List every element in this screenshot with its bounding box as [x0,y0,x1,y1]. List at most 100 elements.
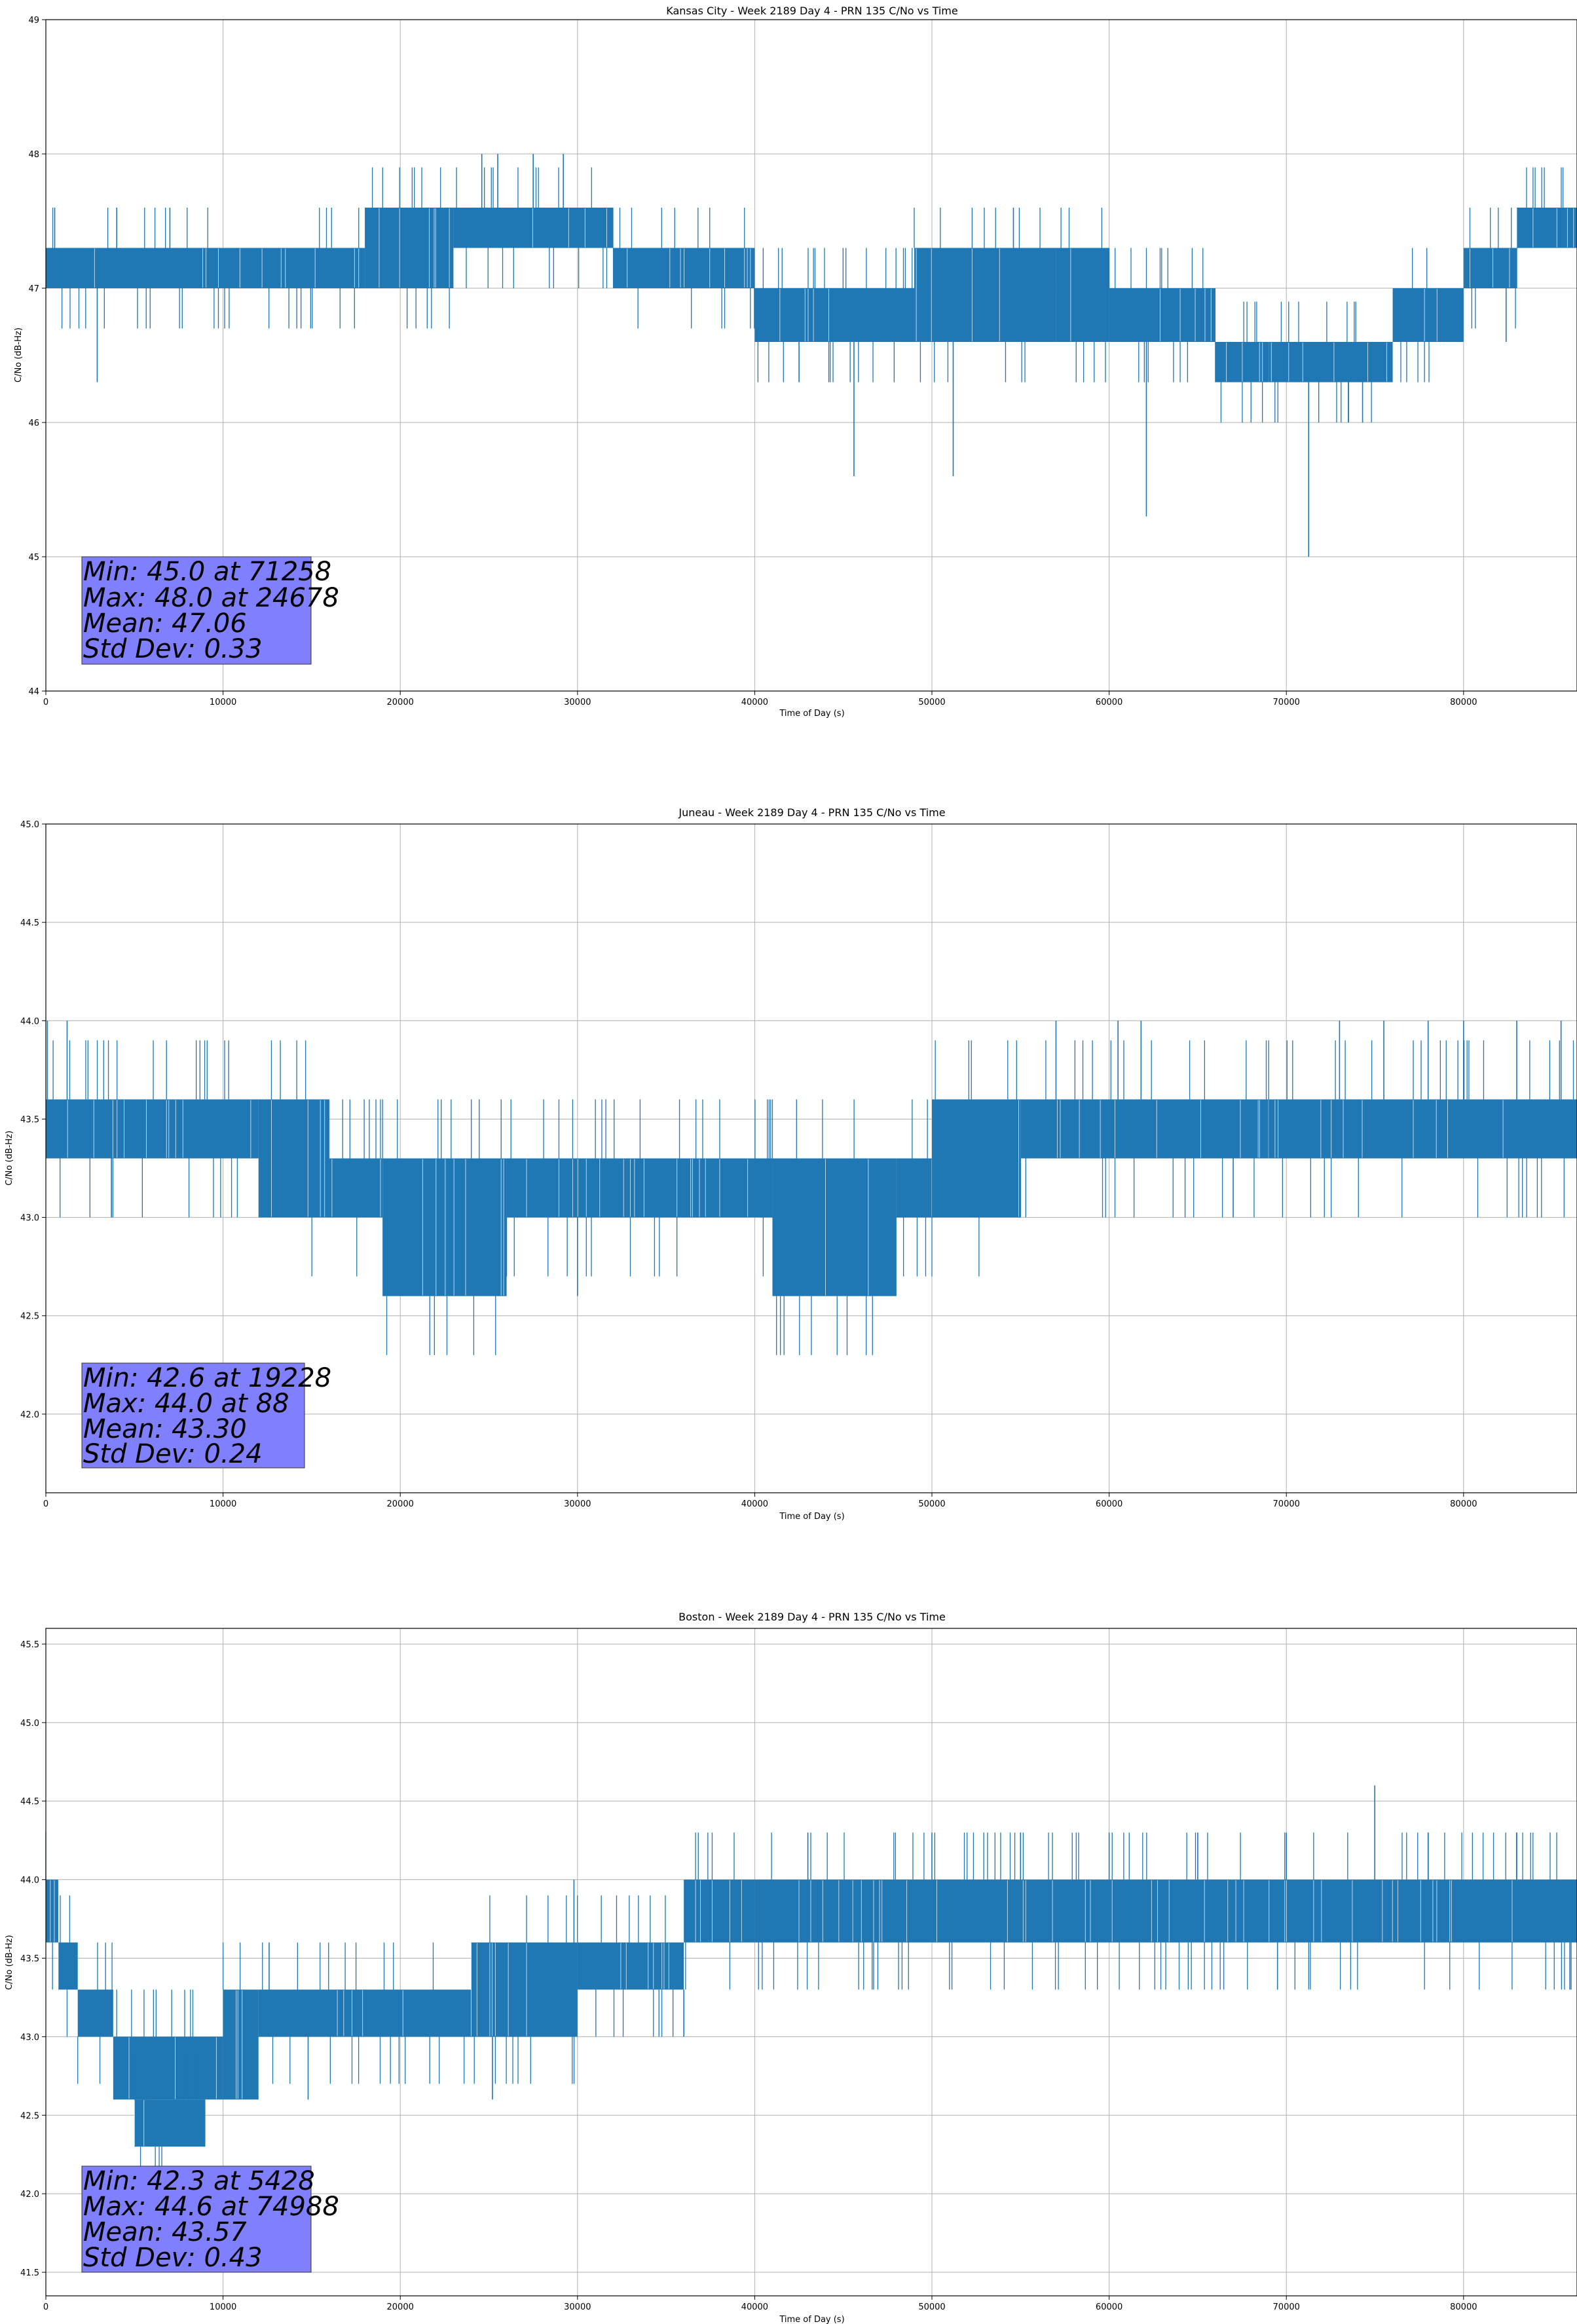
series-band [1269,1099,1577,1159]
y-tick-label: 45.0 [20,1719,39,1729]
x-tick-label: 20000 [387,2302,414,2312]
y-tick-label: 44.0 [20,1017,39,1026]
x-tick-label: 40000 [741,1499,768,1509]
series-band [382,1158,507,1296]
x-tick-label: 40000 [741,698,768,707]
series-band [754,1879,1577,1943]
x-axis-label: Time of Day (s) [779,1512,844,1522]
x-tick-label: 40000 [741,2302,768,2312]
tick-layer: 0 10000 20000 30000 40000 50000 60000 70000 8000… [20,820,1477,1509]
series-band [134,2099,206,2147]
series-band [1463,248,1517,288]
stats-std: Std Dev: 0.24 [83,1439,263,1469]
stats-min: Min: 45.0 at 71258 [83,557,331,587]
stats-std: Std Dev: 0.33 [83,634,263,664]
plot-frame [45,1628,1577,2296]
plot-frame [45,823,1577,1493]
y-tick-label: 42.5 [20,2111,39,2121]
y-tick-label: 49 [28,16,39,26]
x-tick-label: 80000 [1450,2302,1477,2312]
series-band [1269,342,1393,383]
x-tick-label: 0 [43,698,48,707]
x-tick-label: 30000 [564,2302,591,2312]
series-band [58,1942,78,1990]
series-band [932,1099,1021,1218]
chart-juneau: Juneau - Week 2189 Day 4 - PRN 135 C/No … [5,806,1577,1522]
x-tick-label: 70000 [1273,1499,1300,1509]
series-band [896,1158,933,1218]
chart-boston: Boston - Week 2189 Day 4 - PRN 135 C/No … [5,1611,1577,2324]
x-tick-label: 70000 [1273,698,1300,707]
series-band [77,1989,113,2037]
x-tick-label: 60000 [1096,698,1122,707]
x-tick-label: 0 [43,2302,48,2312]
x-tick-label: 20000 [387,698,414,707]
x-tick-label: 10000 [210,1499,236,1509]
x-tick-label: 50000 [918,2302,945,2312]
chart-kansas-city: Kansas City - Week 2189 Day 4 - PRN 135 … [14,5,1577,719]
grid-layer [46,1628,1577,2296]
stats-min: Min: 42.6 at 19228 [83,1363,331,1393]
x-tick-label: 50000 [918,698,945,707]
y-tick-label: 43.0 [20,2033,39,2042]
series-band [329,1158,383,1218]
series-band [684,1879,755,1943]
x-tick-label: 10000 [210,698,236,707]
y-tick-label: 44.5 [20,1797,39,1807]
tick-layer: 0 10000 20000 30000 40000 50000 60000 70000 8000… [28,16,1477,707]
series-band [365,208,454,288]
y-tick-label: 44.5 [20,918,39,928]
stats-min: Min: 42.3 at 5428 [83,2166,315,2196]
series-band [754,288,914,342]
stats-box: Min: 45.0 at 71258 Max: 48.0 at 24678 Me… [81,556,339,665]
series-band [772,1158,897,1296]
series-band [223,1989,259,2100]
stats-box: Min: 42.3 at 5428 Max: 44.6 at 74988 Mea… [81,2165,339,2273]
series-band [1056,248,1109,342]
y-tick-label: 48 [28,150,39,160]
tick-layer: 0 10000 20000 30000 40000 50000 60000 70000 8000… [20,1640,1477,2312]
x-tick-label: 60000 [1096,2302,1122,2312]
series-band [1020,1099,1269,1159]
y-tick-label: 42.0 [20,2190,39,2200]
x-tick-label: 60000 [1096,1499,1122,1509]
y-tick-label: 45.5 [20,1640,39,1650]
x-tick-label: 20000 [387,1499,414,1509]
y-tick-label: 45 [28,553,39,563]
x-tick-label: 0 [43,1499,48,1509]
series-band [506,1158,773,1218]
y-tick-label: 42.5 [20,1312,39,1322]
chart-title: Boston - Week 2189 Day 4 - PRN 135 C/No … [678,1611,946,1623]
series-band [577,1942,684,1990]
y-tick-label: 46 [28,419,39,428]
y-tick-label: 45.0 [20,820,39,830]
series-band [46,1879,58,1943]
x-tick-label: 80000 [1450,1499,1477,1509]
series-band [471,1942,578,2037]
y-tick-label: 42.0 [20,1410,39,1420]
y-tick-label: 41.5 [20,2268,39,2278]
series-band [258,1989,472,2037]
plot-frame [45,19,1577,692]
x-tick-label: 30000 [564,1499,591,1509]
y-axis-label: C/No (dB-Hz) [5,1131,14,1186]
series-layer [46,154,1577,557]
series-band [46,248,241,288]
x-tick-label: 80000 [1450,698,1477,707]
y-tick-label: 43.5 [20,1115,39,1125]
x-tick-label: 50000 [918,1499,945,1509]
chart-title: Kansas City - Week 2189 Day 4 - PRN 135 … [666,5,957,17]
series-band [1516,208,1577,248]
series-band [46,1099,259,1159]
chart-title: Juneau - Week 2189 Day 4 - PRN 135 C/No … [678,806,945,819]
y-tick-label: 43.0 [20,1214,39,1224]
stats-mean: Mean: 43.30 [83,1414,247,1444]
stats-mean: Mean: 43.57 [83,2217,247,2247]
y-tick-label: 44 [28,687,39,697]
series-band [258,1099,329,1218]
series-layer [45,1785,1577,2194]
y-tick-label: 43.5 [20,1955,39,1964]
series-band [914,248,1056,342]
x-tick-label: 30000 [564,698,591,707]
series-band [1109,288,1215,342]
